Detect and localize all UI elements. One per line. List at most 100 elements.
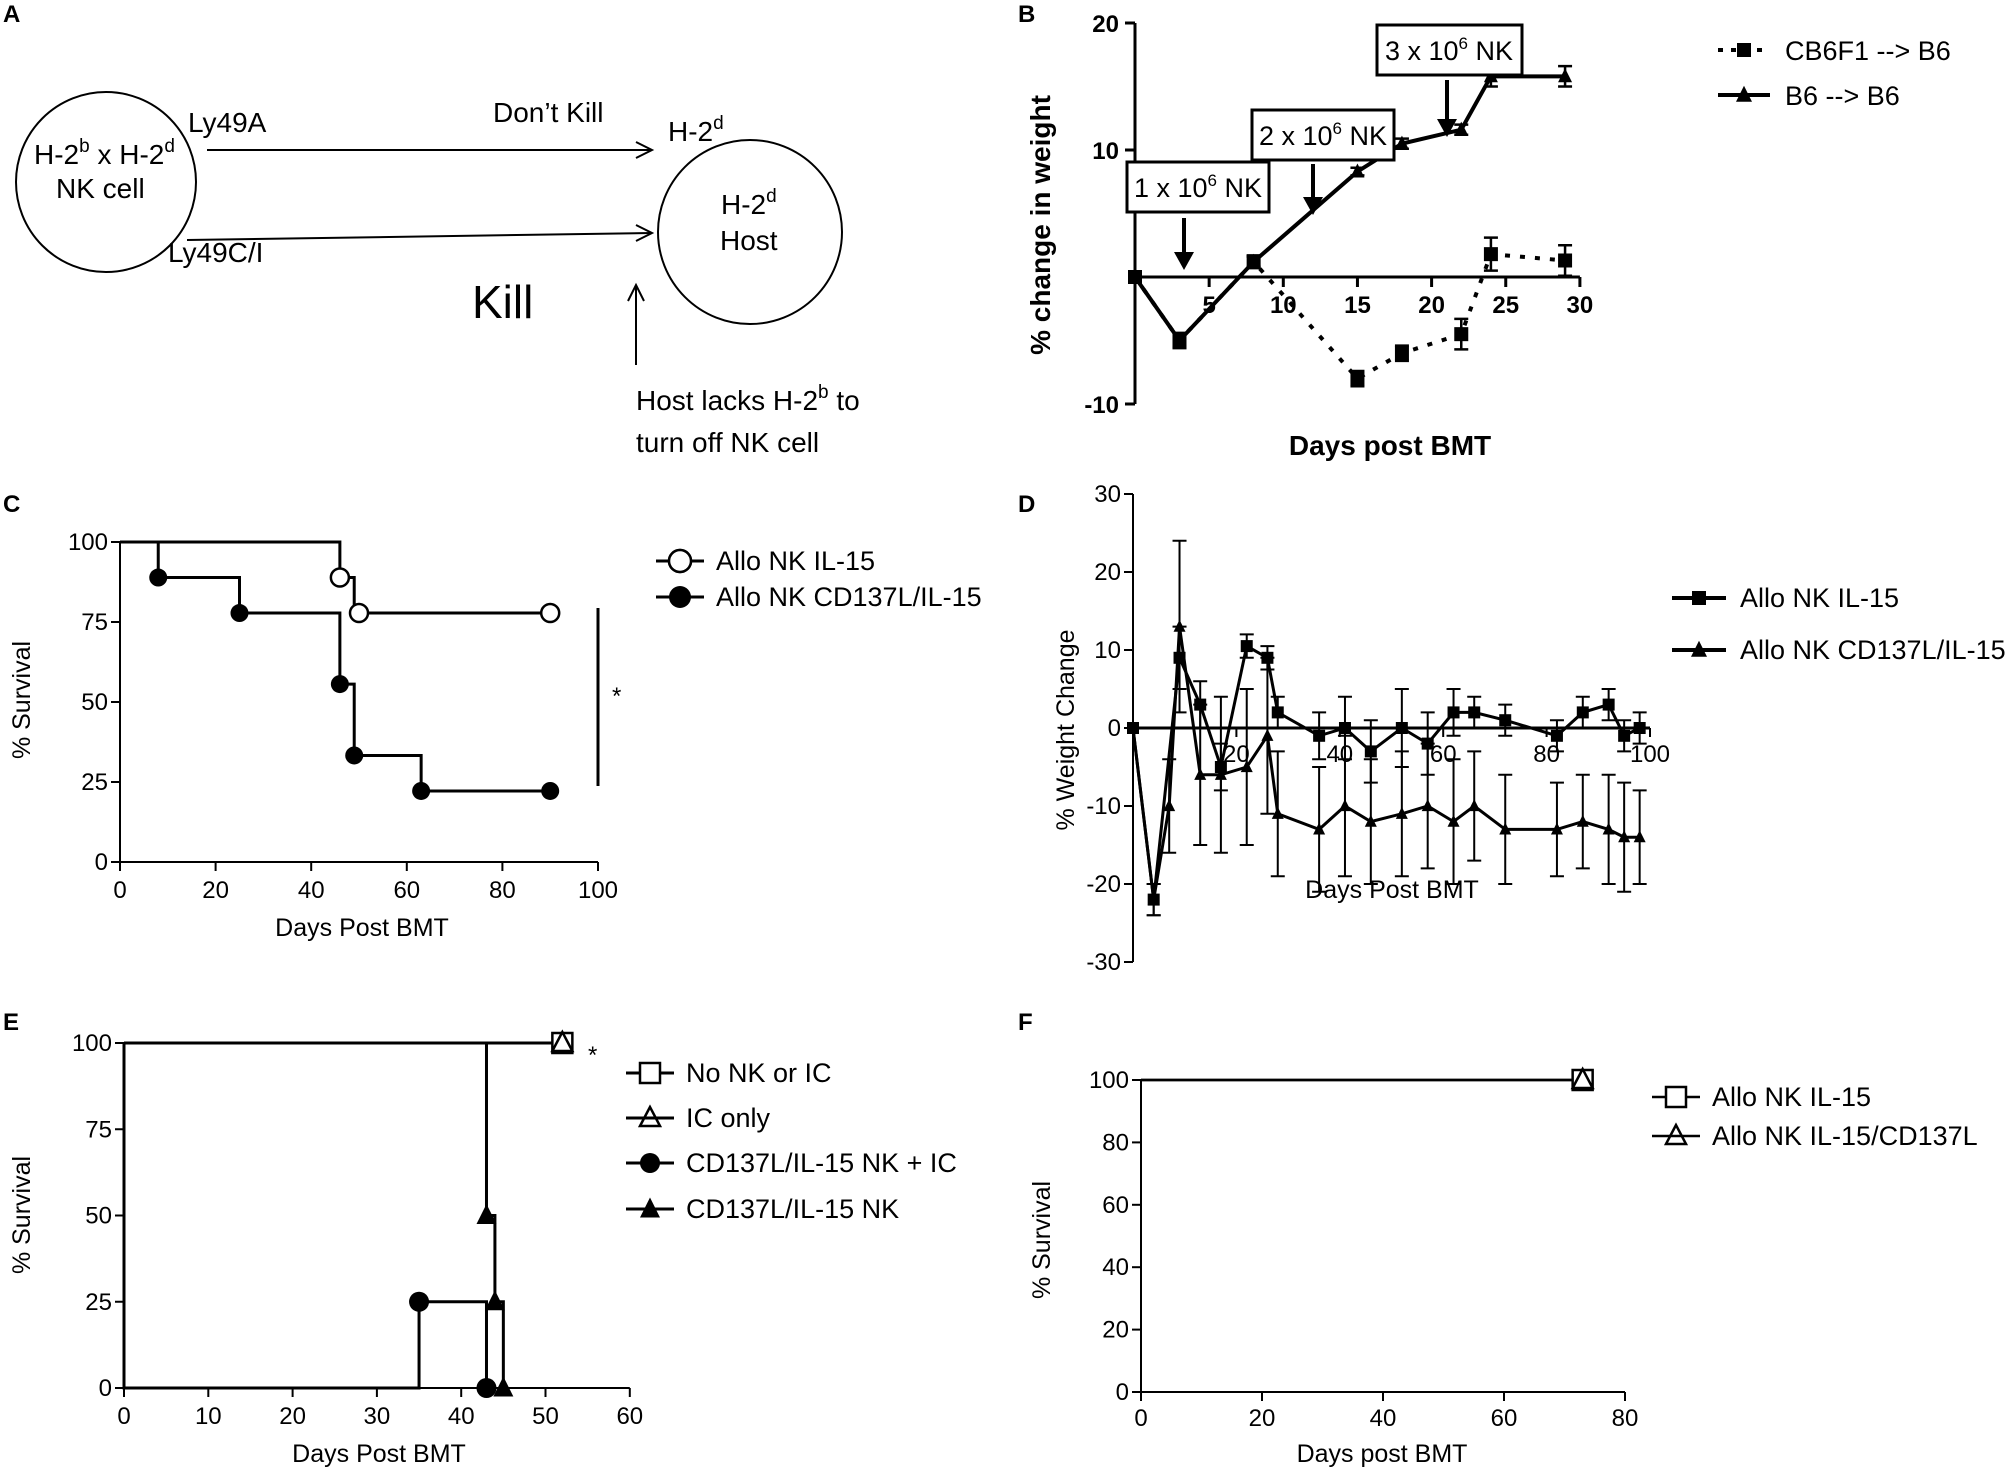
x-tick-label: 60	[616, 1403, 643, 1430]
x-axis-label: Days post BMT	[1297, 1440, 1468, 1468]
data-point	[1364, 814, 1377, 827]
panel-f-chart: 0 20 40 60 80 100 0 20 40 60 80 Days post BMT % Surv…	[1028, 1066, 1978, 1468]
data-point	[1468, 706, 1481, 719]
data-point	[1128, 268, 1142, 283]
x-tick-label: 60	[1430, 741, 1457, 768]
x-tick-label: 20	[202, 877, 229, 904]
data-point	[1570, 1066, 1595, 1090]
series-line-2	[1131, 626, 1640, 900]
x-tick-label: 30	[364, 1403, 391, 1430]
y-tick-label: 50	[85, 1203, 112, 1230]
series-line-1	[1133, 252, 1566, 382]
y-tick-label: 0	[1116, 1379, 1129, 1406]
data-point	[1271, 706, 1284, 719]
y-tick-label: 0	[95, 849, 108, 876]
legend-marker-2	[669, 586, 691, 608]
x-tick-label: 10	[195, 1403, 222, 1430]
x-tick-label: 40	[298, 877, 325, 904]
ly49ci-label: Ly49C/I	[168, 237, 263, 268]
x-tick-label: 0	[113, 877, 126, 904]
data-point	[1394, 346, 1409, 361]
x-tick-label: 40	[448, 1403, 475, 1430]
annotation-arrowhead	[1437, 119, 1457, 137]
data-point	[1394, 135, 1409, 150]
data-point	[1364, 745, 1377, 758]
legend-marker-2	[1691, 640, 1707, 657]
nk-cell-label: NK cell	[56, 173, 145, 204]
y-axis-label: % Survival	[8, 641, 36, 759]
panel-label-a: A	[3, 1, 20, 28]
legend-marker-2	[1663, 1122, 1689, 1146]
x-tick-label: 40	[1326, 741, 1353, 768]
legend-marker-2	[637, 1104, 663, 1128]
host-note-line2: turn off NK cell	[636, 427, 819, 458]
data-point	[476, 1378, 497, 1398]
data-point	[1483, 247, 1498, 262]
data-point	[230, 604, 249, 623]
data-point	[1163, 799, 1176, 812]
y-tick-label: 75	[81, 609, 108, 636]
x-axis-label: Days Post BMT	[1305, 876, 1479, 904]
x-tick-label: 0	[1134, 1405, 1147, 1432]
x-tick-label: 100	[1630, 741, 1670, 768]
legend-marker-3	[640, 1153, 660, 1173]
kill-arrow	[186, 232, 653, 241]
data-point	[1447, 706, 1460, 719]
legend-marker-1	[1664, 1085, 1688, 1109]
y-axis-label: % Survival	[8, 1156, 36, 1274]
x-tick-label: 60	[393, 877, 420, 904]
data-point	[476, 1204, 497, 1224]
legend-marker-2	[1736, 85, 1752, 102]
y-tick-label: 80	[1102, 1129, 1129, 1156]
panel-label-e: E	[3, 1009, 19, 1036]
data-point	[1558, 253, 1573, 268]
significance-marker: *	[588, 1042, 597, 1069]
annotation-label: 1 x 106 NK	[1134, 171, 1262, 203]
y-tick-label: 25	[81, 769, 108, 796]
annotation-label: 2 x 106 NK	[1259, 119, 1387, 151]
data-point	[412, 781, 431, 800]
y-tick-label: -10	[1086, 793, 1121, 820]
legend-label-1: Allo NK IL-15	[1740, 583, 1899, 613]
data-point	[1350, 371, 1365, 386]
legend-label-2: Allo NK IL-15/CD137L	[1712, 1121, 1978, 1151]
legend-label-1: CB6F1 --> B6	[1785, 36, 1951, 66]
data-point	[1246, 253, 1261, 268]
x-tick-label: 0	[117, 1403, 130, 1430]
legend-marker-4	[640, 1197, 660, 1218]
data-point	[348, 602, 370, 624]
y-axis-label: % Weight Change	[1052, 629, 1080, 830]
y-tick-label: 100	[1089, 1067, 1129, 1094]
data-point	[1576, 706, 1589, 719]
x-tick-label: 30	[1567, 292, 1594, 319]
data-point	[1172, 332, 1187, 347]
annotation-box	[1125, 160, 1271, 214]
y-axis-label: % change in weight	[1025, 95, 1056, 355]
data-point	[1576, 814, 1589, 827]
data-point	[493, 1376, 514, 1397]
data-point	[1261, 728, 1274, 741]
legend-label-3: CD137L/IL-15 NK + IC	[686, 1148, 957, 1178]
host-circle	[657, 139, 843, 325]
x-tick-label: 20	[279, 1403, 306, 1430]
y-tick-label: -10	[1084, 392, 1119, 419]
data-point	[1602, 822, 1615, 835]
data-point	[1395, 806, 1408, 819]
h2d-label: H-2d	[668, 113, 724, 147]
data-point	[1550, 822, 1563, 835]
panel-label-c: C	[3, 491, 20, 518]
data-point	[1499, 714, 1512, 727]
y-tick-label: -20	[1086, 871, 1121, 898]
y-tick-label: 50	[81, 689, 108, 716]
x-tick-label: 25	[1492, 292, 1519, 319]
x-tick-label: 15	[1344, 292, 1371, 319]
data-point	[1468, 799, 1481, 812]
data-point	[1558, 68, 1573, 83]
data-point	[1214, 767, 1227, 780]
panel-a-diagram: H-2b x H-2d NK cell H-2d Host Ly49A Ly49…	[15, 91, 860, 458]
legend-label-1: Allo NK IL-15	[1712, 1082, 1871, 1112]
y-tick-label: 0	[1108, 715, 1121, 742]
y-tick-label: -30	[1086, 949, 1121, 976]
